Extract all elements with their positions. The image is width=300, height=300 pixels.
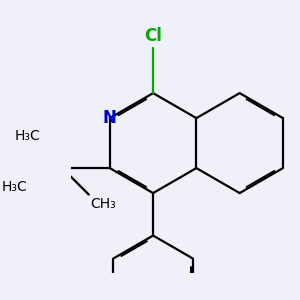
- Text: CH₃: CH₃: [90, 197, 116, 211]
- Text: H₃C: H₃C: [2, 180, 27, 194]
- Text: N: N: [103, 109, 117, 127]
- Text: Cl: Cl: [144, 27, 162, 45]
- Text: H₃C: H₃C: [15, 129, 41, 142]
